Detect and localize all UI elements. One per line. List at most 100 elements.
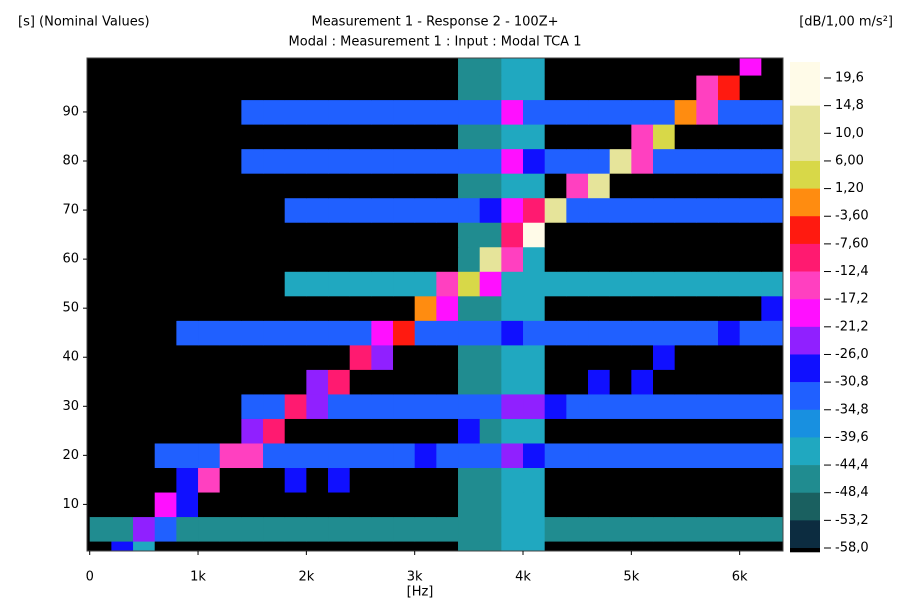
heat-cell	[588, 344, 611, 370]
heat-cell	[566, 541, 589, 552]
heat-cell	[176, 344, 199, 370]
heat-cell	[154, 394, 177, 419]
heat-cell	[544, 369, 567, 395]
heat-cell	[501, 467, 524, 493]
heat-cell	[674, 271, 697, 297]
heat-cell	[393, 418, 416, 444]
heat-cell	[393, 222, 416, 248]
heat-cell	[111, 173, 134, 199]
heat-cell	[523, 222, 546, 248]
heat-cell	[501, 124, 524, 150]
heat-cell	[479, 148, 502, 174]
heat-cell	[371, 418, 394, 444]
heat-cell	[371, 124, 394, 150]
heat-cell	[263, 443, 286, 469]
heat-cell	[761, 148, 784, 174]
heat-cell	[609, 246, 632, 272]
heat-cell	[198, 320, 221, 346]
heat-cell	[133, 516, 156, 542]
heat-cell	[588, 492, 611, 518]
heat-cell	[436, 418, 459, 444]
colorbar-band	[790, 465, 820, 494]
heat-cell	[414, 173, 437, 199]
heat-cell	[111, 271, 134, 297]
heat-cell	[176, 58, 199, 76]
heat-cell	[306, 124, 329, 150]
heat-cell	[154, 443, 177, 469]
heat-cell	[609, 58, 632, 76]
heat-cell	[219, 222, 242, 248]
heat-cell	[696, 516, 719, 542]
heat-cell	[544, 222, 567, 248]
heat-cell	[284, 443, 307, 469]
heat-cell	[349, 516, 372, 542]
heat-cell	[501, 295, 524, 321]
heat-cell	[458, 443, 481, 469]
heat-cell	[458, 173, 481, 199]
heat-cell	[349, 148, 372, 174]
heat-cell	[631, 271, 654, 297]
heat-cell	[718, 320, 741, 346]
heat-cell	[349, 58, 372, 76]
heat-cell	[436, 197, 459, 223]
heat-cell	[306, 295, 329, 321]
heat-cell	[696, 124, 719, 150]
heat-cell	[739, 271, 762, 297]
heat-cell	[219, 344, 242, 370]
heat-cell	[501, 344, 524, 370]
heat-cell	[653, 467, 676, 493]
heat-cell	[328, 124, 351, 150]
heat-cell	[219, 75, 242, 101]
heat-cell	[414, 148, 437, 174]
heat-cell	[133, 467, 156, 493]
heat-cell	[501, 394, 524, 419]
heat-cell	[631, 443, 654, 469]
heat-cell	[133, 443, 156, 469]
colorbar-tick-label: -26,0	[835, 347, 869, 362]
heat-cell	[523, 75, 546, 101]
heat-cell	[653, 492, 676, 518]
heat-cell	[393, 173, 416, 199]
heat-cell	[371, 197, 394, 223]
heat-cell	[458, 541, 481, 552]
colorbar-band	[790, 78, 820, 106]
heat-cell	[458, 99, 481, 125]
heat-cell	[414, 99, 437, 125]
heat-cell	[436, 516, 459, 542]
heat-cell	[393, 516, 416, 542]
heat-cell	[241, 99, 264, 125]
heat-cell	[653, 271, 676, 297]
colorbar-band	[790, 299, 820, 328]
heat-cell	[89, 492, 112, 518]
colorbar-band	[790, 216, 820, 245]
heat-cell	[393, 148, 416, 174]
heat-cell	[241, 75, 264, 101]
heat-cell	[436, 492, 459, 518]
heat-cell	[241, 271, 264, 297]
heat-cell	[566, 148, 589, 174]
heat-cell	[588, 148, 611, 174]
heat-cell	[111, 222, 134, 248]
heat-cell	[761, 58, 784, 76]
heat-cell	[653, 124, 676, 150]
heat-cell	[284, 197, 307, 223]
heat-cell	[414, 492, 437, 518]
heat-cell	[696, 492, 719, 518]
heat-cell	[501, 58, 524, 76]
heat-cell	[241, 197, 264, 223]
heat-cell	[588, 467, 611, 493]
heat-cell	[718, 394, 741, 419]
heat-cell	[436, 467, 459, 493]
heat-cell	[349, 222, 372, 248]
heat-cell	[436, 148, 459, 174]
heat-cell	[393, 443, 416, 469]
heat-cell	[154, 271, 177, 297]
heat-cell	[393, 320, 416, 346]
heat-cell	[631, 197, 654, 223]
heat-cell	[241, 222, 264, 248]
heat-cell	[718, 173, 741, 199]
heat-cell	[653, 222, 676, 248]
heat-cell	[393, 344, 416, 370]
heat-cell	[133, 541, 156, 552]
heat-cell	[436, 124, 459, 150]
